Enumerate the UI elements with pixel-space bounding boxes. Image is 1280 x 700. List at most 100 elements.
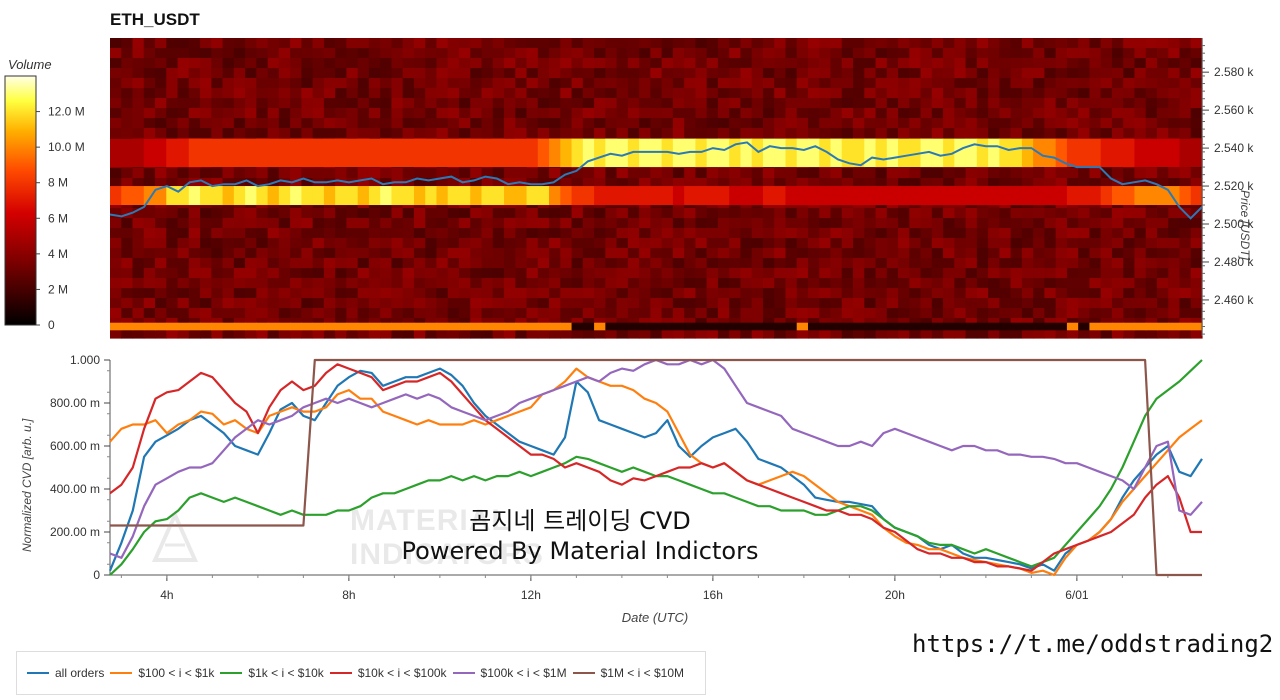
heatmap-cell (706, 58, 719, 69)
heatmap-cell (706, 168, 719, 179)
heatmap-cell (1145, 108, 1158, 119)
heatmap-cell (458, 118, 471, 129)
heatmap-cell (830, 108, 843, 119)
heatmap-cell (1078, 208, 1091, 219)
heatmap-cell (222, 38, 235, 49)
heatmap-cell (650, 278, 663, 289)
legend-item[interactable]: $100 < i < $1k (110, 666, 214, 680)
cvd-y-tick-label: 600.00 m (50, 439, 100, 453)
heatmap-cell (278, 248, 291, 259)
heatmap-band-cell (110, 186, 122, 206)
heatmap-cell (323, 58, 336, 69)
heatmap-cell (796, 108, 809, 119)
heatmap-cell (1168, 78, 1181, 89)
heatmap-cell (155, 228, 167, 239)
heatmap-cell (1066, 128, 1079, 139)
legend-item[interactable]: $10k < i < $100k (329, 666, 447, 680)
heatmap-cell (954, 58, 967, 69)
legend-item[interactable]: all orders (27, 666, 104, 680)
legend-item[interactable]: $1k < i < $10k (220, 666, 324, 680)
heatmap-cell (616, 178, 629, 189)
heatmap-cell (898, 118, 910, 129)
heatmap-cell (1021, 238, 1034, 249)
heatmap-cell (357, 238, 370, 249)
heatmap-cell (1111, 118, 1124, 129)
heatmap-cell (729, 258, 742, 269)
heatmap-cell (290, 268, 302, 279)
heatmap-cell (549, 288, 561, 299)
heatmap-cell (931, 238, 944, 249)
heatmap-cell (594, 328, 606, 339)
heatmap-cell (481, 248, 494, 259)
heatmap-cell (841, 168, 854, 179)
heatmap-band-cell (886, 322, 899, 331)
heatmap-cell (425, 258, 438, 269)
heatmap-band-cell (886, 138, 899, 168)
heatmap-cell (1179, 218, 1192, 229)
heatmap-cell (740, 218, 753, 229)
heatmap-cell (515, 58, 528, 69)
heatmap-cell (413, 178, 426, 189)
heatmap-band-cell (1033, 322, 1045, 331)
heatmap-cell (616, 118, 629, 129)
heatmap-cell (211, 118, 224, 129)
heatmap-cell (807, 258, 820, 269)
heatmap-cell (594, 228, 606, 239)
heatmap-cell (1134, 278, 1147, 289)
heatmap-cell (301, 78, 314, 89)
heatmap-cell (1134, 258, 1147, 269)
heatmap-cell (110, 68, 122, 79)
telegram-link[interactable]: https://t.me/oddstrading2 (912, 630, 1274, 658)
heatmap-cell (594, 208, 606, 219)
heatmap-cell (571, 68, 584, 79)
heatmap-cell (256, 308, 269, 319)
heatmap-cell (470, 48, 483, 59)
heatmap-cell (954, 78, 967, 89)
heatmap-cell (357, 328, 370, 339)
heatmap-cell (267, 248, 280, 259)
heatmap-cell (447, 98, 460, 109)
heatmap-cell (537, 288, 550, 299)
heatmap-cell (177, 168, 190, 179)
legend-item[interactable]: $100k < i < $1M (452, 666, 567, 680)
heatmap-cell (909, 168, 922, 179)
heatmap-cell (312, 268, 325, 279)
heatmap-cell (143, 128, 156, 139)
heatmap-cell (211, 168, 224, 179)
heatmap-band-cell (785, 138, 798, 168)
heatmap-cell (796, 118, 809, 129)
heatmap-cell (526, 238, 539, 249)
heatmap-band-cell (1190, 138, 1203, 168)
heatmap-cell (357, 128, 370, 139)
heatmap-cell (684, 38, 697, 49)
heatmap-cell (1100, 268, 1113, 279)
heatmap-band-cell (132, 138, 145, 168)
heatmap-cell (166, 108, 179, 119)
heatmap-cell (1179, 58, 1192, 69)
heatmap-band-cell (402, 138, 415, 168)
heatmap-cell (853, 268, 865, 279)
heatmap-cell (672, 78, 685, 89)
heatmap-cell (1145, 218, 1158, 229)
heatmap-cell (898, 168, 910, 179)
heatmap-band-cell (695, 322, 708, 331)
cvd-series-line (109, 363, 1202, 572)
heatmap-cell (853, 128, 865, 139)
heatmap-cell (1033, 78, 1045, 89)
heatmap-cell (1033, 98, 1045, 109)
heatmap-cell (200, 108, 212, 119)
legend-item[interactable]: $1M < i < $10M (572, 666, 684, 680)
heatmap-cell (256, 298, 269, 309)
heatmap-cell (121, 208, 134, 219)
heatmap-cell (560, 278, 573, 289)
heatmap-cell (143, 258, 156, 269)
heatmap-cell (346, 308, 359, 319)
heatmap-cell (155, 128, 167, 139)
heatmap-cell (391, 68, 404, 79)
heatmap-cell (819, 248, 832, 259)
heatmap-cell (177, 38, 190, 49)
heatmap-cell (155, 218, 167, 229)
heatmap-cell (335, 248, 348, 259)
heatmap-cell (976, 178, 989, 189)
heatmap-cell (1010, 248, 1023, 259)
